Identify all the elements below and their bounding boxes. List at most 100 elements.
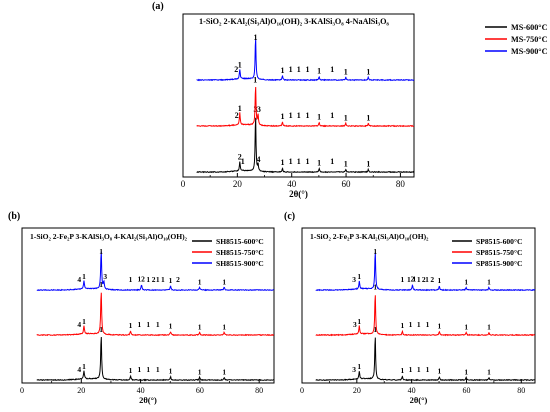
panel-a-series-2-line [196,39,415,82]
panel-c-series-2-peak-label-2: 1 [373,247,377,256]
panel-c-series-0-peak-label-4: 1 [409,365,413,374]
panel-a-series-2-peak-label-4: 1 [289,65,293,74]
panel-c-series-1-line [315,295,535,337]
panel-a-series-1-peak-label-8: 1 [317,113,321,122]
panel-b-series-2-peak-label-5: 1 [138,275,142,284]
panel-b-legend-label-2: SH8515-900°C [216,259,264,268]
panel-a-series-1-line [196,87,415,128]
panel-b-series-0-peak-label-5: 1 [146,365,150,374]
panel-b-series-1-line [36,292,275,337]
panel-b-series-2-peak-label-11: 1 [169,276,173,285]
panel-b-tick-label-0: 0 [20,386,24,395]
panel-b-series-1-peak-label-0: 4 [77,320,81,329]
panel-a-series-0-peak-label-8: 1 [317,159,321,168]
panel-b-xlabel: 2θ(°) [139,395,157,405]
panel-c-series-2-peak-label-10: 2 [430,275,434,284]
panel-b-series-2-peak-label-9: 1 [156,275,160,284]
panel-c-tick-label-40: 40 [408,386,416,395]
panel-b-series-2-peak-label-12: 2 [176,275,180,284]
panel-b-series-1-peak-label-7: 1 [169,322,173,331]
panel-a-header: 1-SiO₂ 2-KAl₂(Si₃Al)O₁₀(OH)₂ 3-KAlSi₃O₈ … [199,17,389,26]
panel-b-series-1-peak-label-3: 1 [129,321,133,330]
panel-c-legend-label-1: SP8515-750°C [476,248,523,257]
panel-c-series-1-peak-label-0: 3 [353,320,357,329]
panel-c-series-1-peak-label-6: 1 [426,320,430,329]
panel-c-series-0-line [315,337,536,382]
panel-a-series-0-peak-label-10: 1 [344,159,348,168]
panel-a-series-0-peak-label-0: 2 [238,153,242,162]
panel-a-series-1-peak-label-1: 1 [238,104,242,113]
panel-b-series-2-peak-label-14: 1 [222,277,226,286]
panel-b-series-2-peak-label-2: 1 [99,247,103,256]
panel-c-series-2-peak-label-11: 1 [437,276,441,285]
panel-c-series-2-peak-label-8: 2 [422,275,426,284]
panel-a-tick-label-40: 40 [287,179,297,189]
panel-c-series-0-peak-label-2: 1 [373,325,377,334]
panel-c-series-2-peak-label-13: 1 [487,277,491,286]
panel-a-series-0-peak-label-5: 1 [289,157,293,166]
panel-c-series-2-peak-label-7: 1 [417,275,421,284]
panel-c-series-2-peak-label-12: 1 [464,277,468,286]
panel-c-series-0-peak-label-1: 1 [357,362,361,371]
panel-c-tick-label-80: 80 [517,386,525,395]
panel-c-series-2-peak-label-5: 2 [411,275,415,284]
panel-a-series-0-peak-label-7: 1 [305,157,309,166]
panel-c-series-0-peak-label-7: 1 [437,367,441,376]
panel-a-tick-label-60: 60 [342,179,352,189]
panel-c-header: 1-SiO₂ 2-Fe₂P 3-KAl₂(Si₃Al)O₁₀(OH)₂ [310,232,429,241]
panel-c-legend-label-0: SP8515-600°C [476,237,523,246]
panel-c-series-2-peak-label-0: 3 [352,275,356,284]
panel-c-series-0-peak-label-5: 1 [417,365,421,374]
panel-c-series-0-peak-label-3: 1 [400,366,404,375]
panel-c-series-0-peak-label-6: 1 [426,365,430,374]
panel-a-series-1-peak-label-9: 1 [330,111,334,120]
panel-c-series-1-peak-label-2: 1 [373,283,377,292]
panel-b-series-0-peak-label-4: 1 [138,365,142,374]
panel-a-series-2-peak-label-0: 2 [234,65,238,74]
panel-c-series-1-peak-label-5: 1 [417,320,421,329]
panel-a-series-2-peak-label-2: 1 [254,33,258,42]
panel-c-tick-label-60: 60 [462,386,470,395]
panel-c-series-1-peak-label-8: 1 [464,322,468,331]
panel-a-series-0-peak-label-3: 4 [257,155,261,164]
panel-a-series-0-peak-label-9: 1 [330,157,334,166]
panel-b-series-0-peak-label-0: 4 [77,365,81,374]
panel-a-series-0-line [196,117,414,174]
panel-c-series-0-peak-label-9: 1 [487,367,491,376]
panel-b-series-1-peak-label-5: 1 [146,320,150,329]
panel-a-series-1-peak-label-10: 1 [344,113,348,122]
panel-a-series-1-peak-label-11: 1 [366,113,370,122]
panel-a-series-2-peak-label-6: 1 [305,65,309,74]
panel-b-series-1-peak-label-8: 1 [198,322,202,331]
panel-a-series-1-peak-label-6: 1 [297,111,301,120]
panel-a-series-2-peak-label-3: 1 [280,66,284,75]
panel-c-legend-label-2: SP8515-900°C [476,259,523,268]
panel-c: (c) 1-SiO₂ 2-Fe₂P 3-KAl₂(Si₃Al)O₁₀(OH)₂ 0 2… [284,211,536,405]
panel-b-series-0-peak-label-3: 1 [129,366,133,375]
panel-a-series-1-peak-label-4: 1 [280,112,284,121]
panel-a-series-2-peak-label-1: 1 [238,61,242,70]
panel-c-series-1-peak-label-1: 1 [357,317,361,326]
panel-a-series-1-peak-label-7: 1 [305,111,309,120]
panel-a-tick-label-0: 0 [181,179,186,189]
panel-c-tick-label-20: 20 [353,386,361,395]
panel-b-series-0-peak-label-8: 1 [198,367,202,376]
panel-a-series-0-peak-label-11: 1 [366,159,370,168]
panel-a-xlabel: 2θ(°) [289,189,308,199]
panel-c-series-1-peak-label-3: 1 [400,321,404,330]
panel-b: (b) 1-SiO₂ 2-Fe₂P 3-KAlSi₃O₈ 4-KAl₂(Si₃Al… [8,211,275,405]
panel-b-legend-label-0: SH8515-600°C [216,237,264,246]
panel-b-series-1-peak-label-1: 1 [82,317,86,326]
panel-c-series-2-peak-label-9: 1 [425,275,429,284]
panel-b-series-0-peak-label-7: 1 [169,367,173,376]
panel-b-series-0-peak-label-6: 1 [156,365,160,374]
panel-a-legend-label-2: MS-900°C [511,47,548,56]
panel-b-series-0-peak-label-9: 1 [222,367,226,376]
panel-a-series-1-peak-label-0: 2 [235,111,239,120]
panel-a-frame [182,13,415,178]
panel-a: (a) 1-SiO₂ 2-KAl₂(Si₃Al)O₁₀(OH)₂ 3-KAlSi₃… [152,1,548,199]
panel-c-series-2-peak-label-6: 1 [413,275,417,284]
panel-a-series-1-peak-label-3: 3 [257,105,261,114]
panel-a-series-1-peak-label-5: 1 [289,111,293,120]
panel-b-series-2-peak-label-8: 2 [152,275,156,284]
